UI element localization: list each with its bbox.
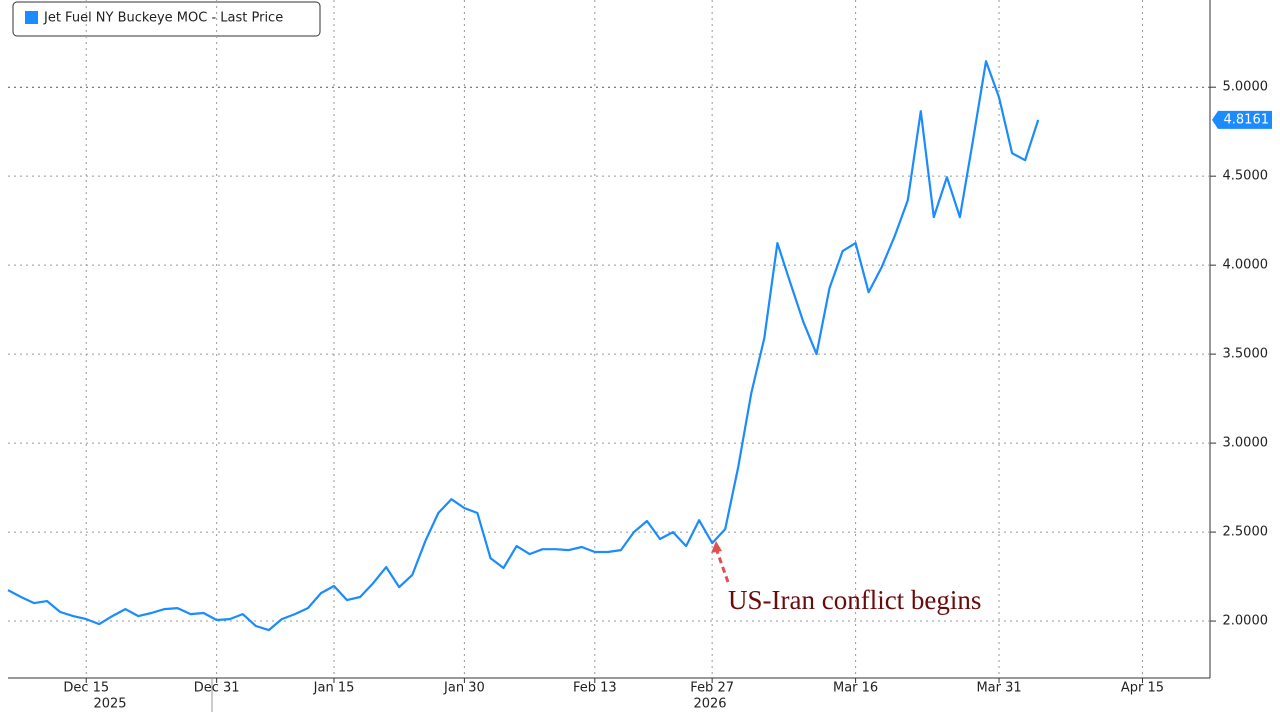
x-tick-label: Feb 27 <box>690 681 734 696</box>
legend-box <box>12 1 321 37</box>
y-tick-label: 3.0000 <box>1223 436 1269 451</box>
x-tick-label: Dec 31 <box>194 681 240 696</box>
x-tick-label: Feb 13 <box>573 681 617 696</box>
last-price-label: 4.8161 <box>1224 112 1270 127</box>
y-tick-label: 4.0000 <box>1223 258 1269 273</box>
y-tick-label: 5.0000 <box>1223 80 1269 95</box>
annotation: US-Iran conflict begins <box>728 585 981 615</box>
legend-label: Jet Fuel NY Buckeye MOC - Last Price <box>43 11 283 26</box>
line <box>7 60 1040 632</box>
x-tick-label: Apr 15 <box>1121 681 1164 696</box>
x-group-label: 2025 <box>93 697 126 712</box>
annotation-arrow <box>715 550 730 583</box>
x-tick-label: Dec 15 <box>63 681 109 696</box>
x-tick-label: Jan 30 <box>443 681 485 696</box>
x-tick-label: Jan 15 <box>313 681 355 696</box>
last-price-tag <box>1212 110 1272 129</box>
y-tick-label: 2.0000 <box>1223 614 1269 629</box>
legend-swatch <box>25 11 38 24</box>
y-tick-label: 2.5000 <box>1223 525 1269 540</box>
x-tick-label: Mar 31 <box>976 681 1021 696</box>
annotation-arrowhead <box>711 541 722 553</box>
y-tick-label: 4.5000 <box>1223 169 1269 184</box>
x-group-label: 2026 <box>693 697 726 712</box>
y-tick-label: 3.5000 <box>1223 347 1269 362</box>
x-tick-label: Mar 16 <box>833 681 878 696</box>
